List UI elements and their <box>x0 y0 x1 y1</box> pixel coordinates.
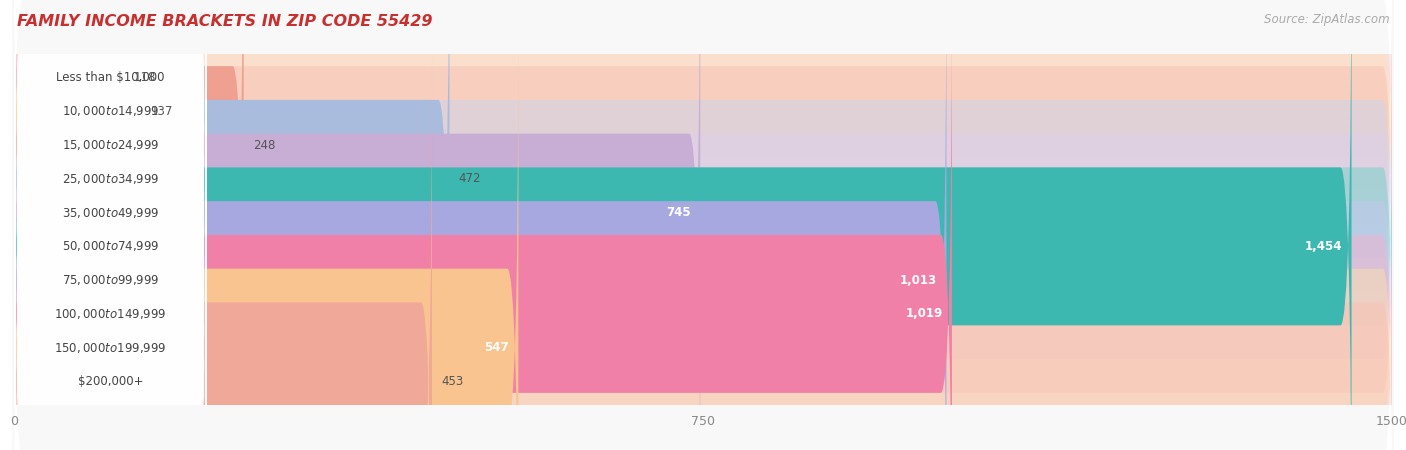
FancyBboxPatch shape <box>14 20 207 450</box>
Text: 1,013: 1,013 <box>900 274 938 287</box>
Text: 137: 137 <box>150 105 173 118</box>
Text: $15,000 to $24,999: $15,000 to $24,999 <box>62 138 159 152</box>
Text: 118: 118 <box>134 71 156 84</box>
Text: FAMILY INCOME BRACKETS IN ZIP CODE 55429: FAMILY INCOME BRACKETS IN ZIP CODE 55429 <box>17 14 433 28</box>
FancyBboxPatch shape <box>14 0 207 450</box>
FancyBboxPatch shape <box>13 0 1393 450</box>
FancyBboxPatch shape <box>13 0 1393 450</box>
Text: 1,454: 1,454 <box>1305 240 1343 253</box>
FancyBboxPatch shape <box>13 0 1393 404</box>
FancyBboxPatch shape <box>13 0 1393 450</box>
Text: $25,000 to $34,999: $25,000 to $34,999 <box>62 172 159 186</box>
FancyBboxPatch shape <box>13 0 1393 450</box>
FancyBboxPatch shape <box>13 22 519 450</box>
Text: 248: 248 <box>253 139 276 152</box>
FancyBboxPatch shape <box>13 0 1393 450</box>
FancyBboxPatch shape <box>14 0 207 439</box>
FancyBboxPatch shape <box>13 0 1351 450</box>
Text: 745: 745 <box>666 206 692 219</box>
FancyBboxPatch shape <box>13 0 1393 450</box>
FancyBboxPatch shape <box>13 55 432 450</box>
FancyBboxPatch shape <box>13 0 124 404</box>
FancyBboxPatch shape <box>13 0 450 450</box>
FancyBboxPatch shape <box>13 22 1393 450</box>
FancyBboxPatch shape <box>13 0 952 450</box>
FancyBboxPatch shape <box>13 0 1393 450</box>
Text: 453: 453 <box>441 375 464 388</box>
FancyBboxPatch shape <box>13 0 1393 450</box>
FancyBboxPatch shape <box>13 0 1393 450</box>
Text: Less than $10,000: Less than $10,000 <box>56 71 165 84</box>
Text: $200,000+: $200,000+ <box>77 375 143 388</box>
FancyBboxPatch shape <box>14 0 207 371</box>
FancyBboxPatch shape <box>13 0 700 450</box>
FancyBboxPatch shape <box>13 0 1393 450</box>
Text: $100,000 to $149,999: $100,000 to $149,999 <box>55 307 167 321</box>
FancyBboxPatch shape <box>14 54 207 450</box>
FancyBboxPatch shape <box>13 0 142 437</box>
Text: $10,000 to $14,999: $10,000 to $14,999 <box>62 104 159 118</box>
Text: $35,000 to $49,999: $35,000 to $49,999 <box>62 206 159 220</box>
FancyBboxPatch shape <box>14 0 207 450</box>
Text: $75,000 to $99,999: $75,000 to $99,999 <box>62 273 159 287</box>
FancyBboxPatch shape <box>13 0 1393 450</box>
FancyBboxPatch shape <box>14 122 207 450</box>
Text: Source: ZipAtlas.com: Source: ZipAtlas.com <box>1264 14 1389 27</box>
Text: $150,000 to $199,999: $150,000 to $199,999 <box>55 341 167 355</box>
FancyBboxPatch shape <box>13 0 1393 437</box>
FancyBboxPatch shape <box>14 88 207 450</box>
FancyBboxPatch shape <box>13 55 1393 450</box>
FancyBboxPatch shape <box>13 0 1393 404</box>
FancyBboxPatch shape <box>13 0 243 450</box>
FancyBboxPatch shape <box>13 55 1393 450</box>
FancyBboxPatch shape <box>13 0 1393 450</box>
FancyBboxPatch shape <box>14 0 207 405</box>
FancyBboxPatch shape <box>13 22 1393 450</box>
FancyBboxPatch shape <box>13 0 1393 437</box>
Text: 547: 547 <box>485 341 509 354</box>
Text: 472: 472 <box>458 172 481 185</box>
Text: $50,000 to $74,999: $50,000 to $74,999 <box>62 239 159 253</box>
FancyBboxPatch shape <box>14 0 207 338</box>
FancyBboxPatch shape <box>13 0 946 450</box>
Text: 1,019: 1,019 <box>905 307 943 320</box>
